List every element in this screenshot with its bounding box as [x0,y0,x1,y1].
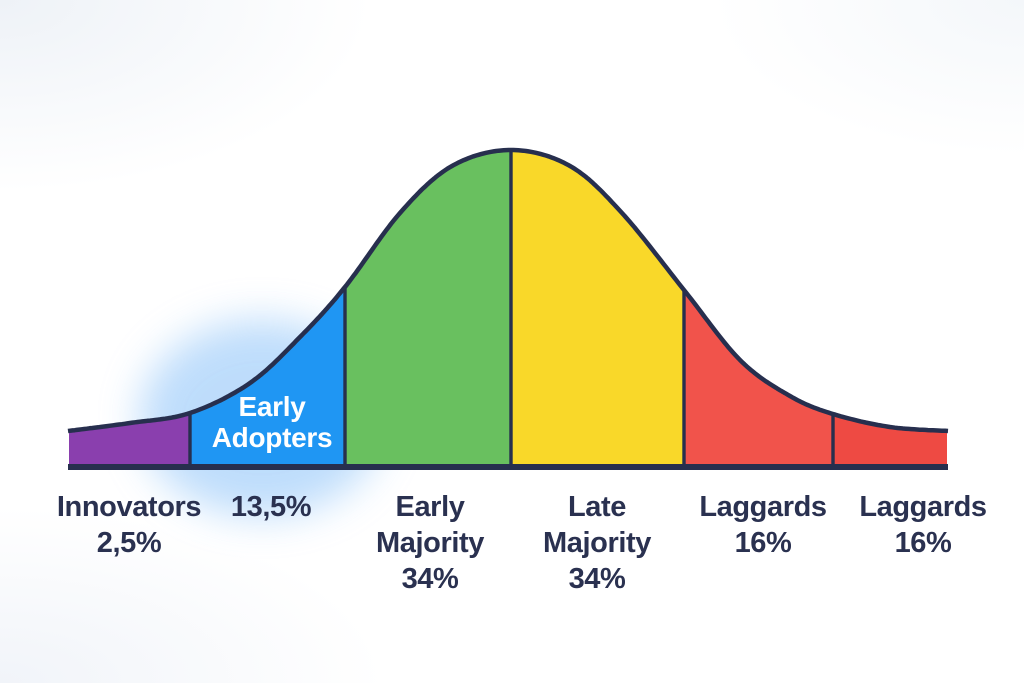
curve-outline [67,147,949,434]
segment-fill-3 [511,150,684,467]
segment-fill-5 [833,414,947,467]
segment-dividers [188,151,835,466]
segment-fill-0 [69,413,190,467]
segment-fills [69,150,947,467]
curve-stroke [67,147,949,434]
segment-fill-2 [345,150,511,467]
